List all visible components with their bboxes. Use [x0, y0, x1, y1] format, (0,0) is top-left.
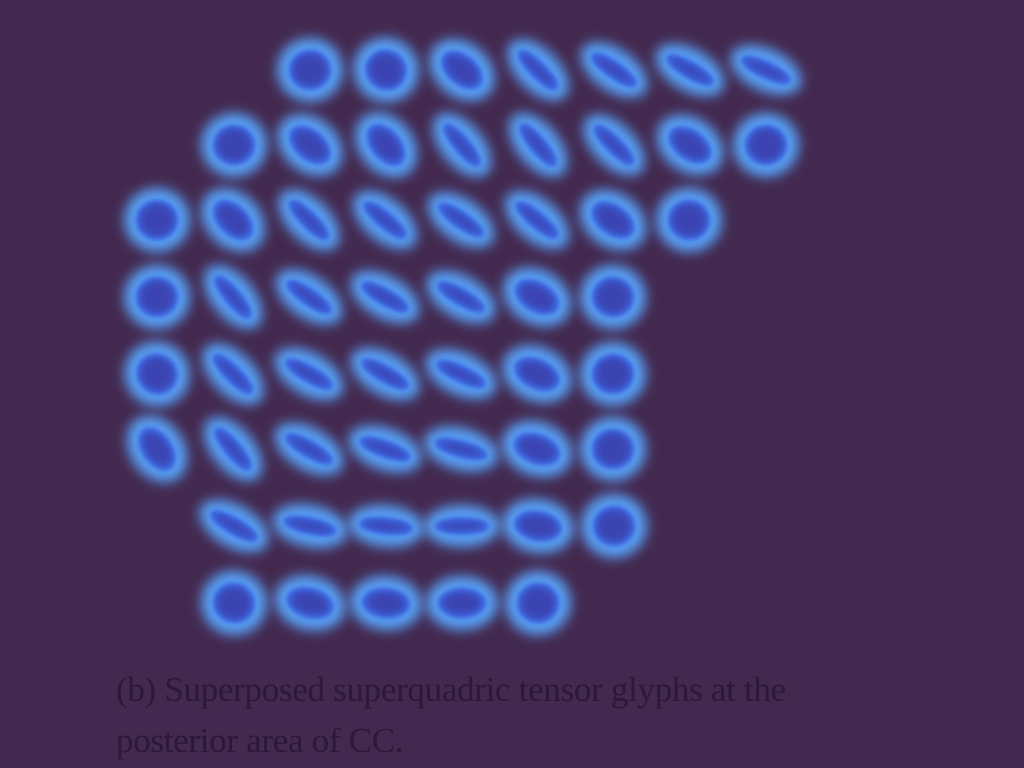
tensor-glyph — [275, 269, 343, 325]
tensor-glyph — [350, 575, 422, 631]
tensor-glyph — [348, 425, 422, 473]
tensor-glyph — [124, 188, 190, 252]
tensor-glyph — [508, 112, 568, 178]
tensor-glyph — [354, 112, 418, 178]
tensor-glyph — [580, 417, 646, 481]
tensor-glyph — [656, 114, 724, 176]
tensor-glyph — [579, 189, 647, 251]
tensor-glyph — [277, 38, 343, 102]
tensor-glyph — [272, 503, 348, 549]
tensor-glyph — [580, 264, 646, 330]
tensor-glyph — [426, 270, 496, 324]
tensor-glyph — [274, 347, 344, 401]
tensor-glyph — [655, 43, 725, 97]
tensor-glyph — [203, 264, 263, 330]
tensor-glyph — [507, 39, 569, 101]
tensor-glyph — [424, 505, 500, 547]
tensor-glyph — [501, 420, 573, 478]
tensor-glyph — [274, 575, 346, 631]
tensor-glyph — [201, 188, 265, 252]
tensor-glyph — [278, 189, 340, 251]
tensor-glyph — [203, 416, 263, 482]
tensor-glyph — [126, 415, 188, 483]
tensor-glyph — [504, 190, 570, 250]
tensor-glyph — [202, 343, 264, 405]
tensor-glyph — [348, 504, 424, 548]
tensor-glyph — [502, 345, 572, 403]
tensor-glyph — [201, 113, 267, 177]
tensor-glyph — [583, 114, 645, 176]
tensor-glyph — [505, 571, 571, 635]
tensor-glyph — [423, 426, 499, 472]
caption-line-2: posterior area of CC. — [116, 721, 404, 760]
tensor-glyph — [580, 342, 646, 406]
tensor-glyph — [730, 45, 802, 95]
tensor-glyph — [733, 113, 799, 177]
tensor-glyph — [432, 112, 492, 178]
tensor-glyph — [277, 113, 343, 177]
tensor-glyph — [201, 570, 267, 636]
tensor-glyph — [199, 499, 269, 553]
caption-line-1: (b) Superposed superquadric tensor glyph… — [116, 670, 786, 709]
glyph-grid — [124, 37, 802, 636]
tensor-glyph — [580, 42, 648, 98]
tensor-glyph — [426, 576, 498, 630]
tensor-glyph — [427, 192, 495, 248]
tensor-glyph — [503, 267, 571, 327]
tensor-glyph — [350, 270, 420, 324]
figure-caption: (b) Superposed superquadric tensor glyph… — [116, 664, 996, 766]
tensor-glyph — [502, 498, 574, 554]
tensor-glyph — [124, 265, 190, 329]
tensor-glyph — [429, 38, 495, 102]
tensor-glyph — [350, 347, 420, 401]
tensor-glyph — [124, 341, 190, 407]
tensor-glyph — [274, 422, 344, 476]
tensor-glyph — [425, 349, 497, 399]
tensor-glyph — [581, 494, 647, 558]
tensor-glyph — [353, 37, 419, 103]
tensor-glyph — [656, 187, 722, 253]
tensor-glyph — [352, 190, 418, 250]
